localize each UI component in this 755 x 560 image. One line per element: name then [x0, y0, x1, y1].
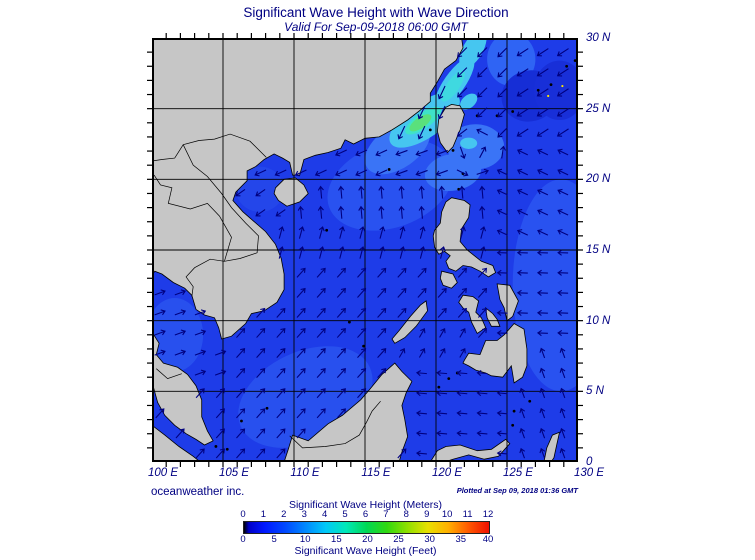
- legend-feet-tick: 40: [482, 534, 494, 545]
- legend-feet-tick: 5: [271, 534, 277, 545]
- legend-meters-tick: 9: [424, 509, 430, 520]
- land-sumatra: [152, 424, 201, 462]
- legend-feet-tick: 10: [299, 534, 311, 545]
- legend-feet-ticks: 0 5 10 15 20 25 30 35 40: [240, 534, 493, 545]
- lon-label: 110 E: [290, 467, 320, 479]
- land-samar-leyte: [496, 283, 519, 322]
- legend-meters-tick: 4: [322, 509, 328, 520]
- legend-meters-tick: 12: [482, 509, 494, 520]
- lat-label: 20 N: [586, 173, 611, 186]
- land-malay-peninsula: [152, 331, 214, 446]
- lon-label: 120 E: [431, 467, 463, 479]
- lon-label: 130 E: [573, 467, 605, 479]
- legend-feet-tick: 0: [240, 534, 246, 545]
- oceanweather-credit: oceanweather inc.: [151, 486, 245, 498]
- colorbar: [243, 521, 490, 534]
- lat-label: 5 N: [586, 385, 604, 398]
- legend-meters-tick: 3: [301, 509, 307, 520]
- land-palawan: [391, 300, 428, 344]
- lon-label: 105 E: [218, 467, 250, 479]
- legend-feet-tick: 35: [455, 534, 467, 545]
- land-hainan: [273, 177, 309, 207]
- land-borneo: [283, 362, 413, 462]
- map-area: [147, 33, 583, 467]
- map-frame: [152, 38, 578, 462]
- land-cebu-bohol: [485, 306, 501, 327]
- legend-feet-tick: 25: [393, 534, 404, 545]
- lon-label: 125 E: [502, 467, 534, 479]
- lat-label: 30 N: [586, 32, 611, 44]
- legend-title-feet: Significant Wave Height (Feet): [294, 545, 437, 557]
- lat-label: 15 N: [586, 244, 611, 256]
- lat-label: 0: [586, 456, 593, 468]
- land-mainland-asia: [152, 38, 464, 340]
- land-masses: [152, 38, 561, 462]
- lon-label: 115 E: [361, 467, 391, 479]
- legend-meters-tick: 2: [281, 509, 287, 520]
- legend-title-meters: Significant Wave Height (Meters): [288, 499, 443, 511]
- legend-feet-tick: 30: [424, 534, 435, 545]
- legend-meters-ticks: 0 1 2 3 4 5 6 7 8 9 10 11 12: [240, 509, 493, 520]
- land-mindanao: [462, 322, 528, 384]
- map-content: [152, 38, 578, 462]
- wave-direction-arrows: [154, 47, 569, 459]
- wave-map: [147, 33, 583, 467]
- legend-feet-tick: 20: [362, 534, 373, 545]
- page-title: Significant Wave Height with Wave Direct…: [243, 5, 509, 20]
- small-islands: [214, 59, 577, 451]
- lat-label: 10 N: [586, 314, 611, 327]
- land-panay-negros: [458, 294, 487, 334]
- lon-label: 100 E: [147, 467, 179, 479]
- legend-meters-tick: 8: [403, 509, 409, 520]
- legend-meters-tick: 0: [240, 509, 246, 520]
- legend-meters-tick: 5: [342, 509, 348, 520]
- legend-feet-tick: 15: [331, 534, 342, 545]
- legend-meters-tick: 6: [362, 509, 369, 520]
- frame-ticks: [147, 33, 583, 467]
- country-borders: [152, 133, 381, 449]
- land-sulawesi: [429, 438, 511, 462]
- legend-meters-tick: 10: [441, 509, 453, 520]
- lat-label: 25 N: [586, 102, 611, 115]
- legend-meters-tick: 11: [462, 509, 473, 520]
- legend-meters-tick: 7: [383, 509, 389, 520]
- legend-meters-tick: 1: [260, 509, 267, 520]
- land-luzon: [432, 197, 497, 278]
- land-mindoro: [439, 270, 458, 289]
- plotted-timestamp: Plotted at Sep 09, 2018 01:36 GMT: [456, 486, 578, 495]
- valid-time-subtitle: Valid For Sep-09-2018 06:00 GMT: [284, 20, 468, 34]
